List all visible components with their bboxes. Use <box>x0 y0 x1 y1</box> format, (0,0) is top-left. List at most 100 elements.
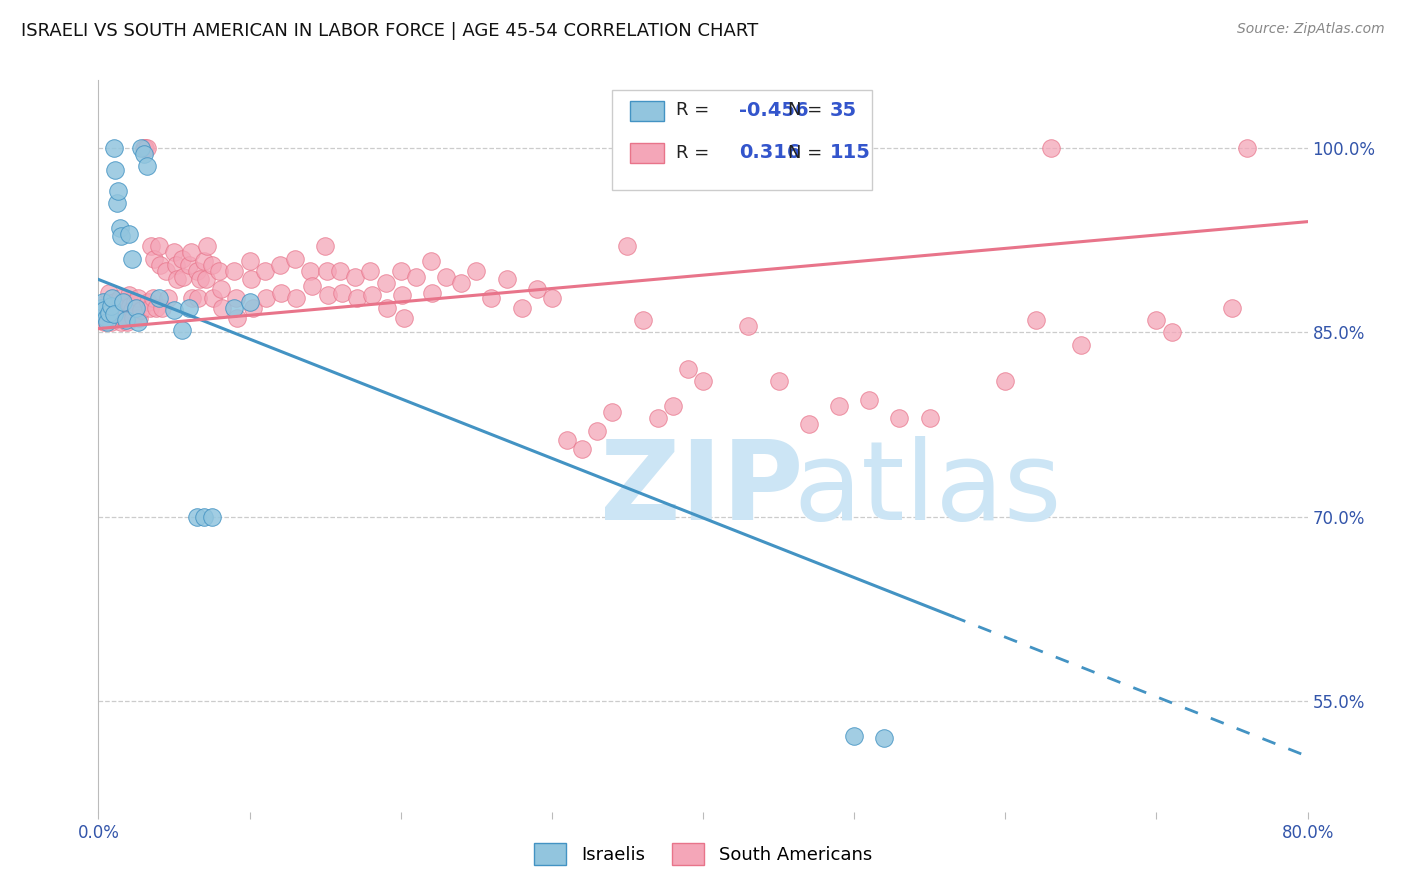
Point <box>129 303 152 318</box>
Point <box>121 303 143 318</box>
Point <box>301 278 323 293</box>
Point <box>186 264 208 278</box>
Point <box>165 258 187 272</box>
Text: atlas: atlas <box>793 436 1062 543</box>
Point <box>918 411 941 425</box>
Point <box>98 285 121 300</box>
Point <box>115 315 138 329</box>
Point <box>103 141 125 155</box>
Point <box>172 270 194 285</box>
Point <box>616 239 638 253</box>
Point <box>994 375 1017 389</box>
Text: R =: R = <box>676 102 710 120</box>
Point <box>239 294 262 309</box>
Point <box>91 310 114 325</box>
Point <box>193 509 215 524</box>
Point <box>91 294 114 309</box>
Point <box>239 254 262 268</box>
Point <box>389 264 412 278</box>
Point <box>661 399 683 413</box>
Point <box>571 442 593 456</box>
Point <box>135 159 157 173</box>
Point <box>329 264 352 278</box>
Point <box>602 405 624 419</box>
Point <box>127 291 149 305</box>
Point <box>149 258 172 272</box>
Point <box>101 291 124 305</box>
Point <box>224 264 246 278</box>
Point <box>127 315 149 329</box>
Point <box>285 291 308 305</box>
Point <box>125 301 148 315</box>
Point <box>194 272 217 286</box>
Point <box>145 301 167 315</box>
Point <box>118 227 141 241</box>
FancyBboxPatch shape <box>630 101 664 120</box>
Point <box>242 301 264 315</box>
Point <box>422 285 444 300</box>
Point <box>555 434 578 448</box>
Point <box>112 301 135 315</box>
Point <box>181 291 204 305</box>
Point <box>209 282 232 296</box>
Point <box>676 362 699 376</box>
Point <box>889 411 911 425</box>
Point <box>737 319 759 334</box>
Point <box>132 141 155 155</box>
Point <box>180 245 202 260</box>
Point <box>1070 337 1092 351</box>
Text: 0.316: 0.316 <box>740 144 801 162</box>
Point <box>103 294 125 309</box>
Text: 115: 115 <box>830 144 870 162</box>
Point <box>103 307 125 321</box>
Point <box>434 270 457 285</box>
Point <box>105 196 128 211</box>
Point <box>148 239 170 253</box>
Point <box>142 291 165 305</box>
Point <box>202 291 225 305</box>
Point <box>374 276 396 290</box>
Point <box>111 294 134 309</box>
Point <box>120 300 142 314</box>
Point <box>96 315 118 329</box>
Point <box>187 291 209 305</box>
Point <box>96 303 118 318</box>
Point <box>526 282 548 296</box>
Point <box>104 301 127 315</box>
Point <box>1039 141 1062 155</box>
Point <box>104 163 127 178</box>
Text: ISRAELI VS SOUTH AMERICAN IN LABOR FORCE | AGE 45-54 CORRELATION CHART: ISRAELI VS SOUTH AMERICAN IN LABOR FORCE… <box>21 22 758 40</box>
Point <box>111 310 134 325</box>
Text: N =: N = <box>787 102 823 120</box>
Text: Source: ZipAtlas.com: Source: ZipAtlas.com <box>1237 22 1385 37</box>
Point <box>344 270 367 285</box>
Point <box>129 141 152 155</box>
Point <box>270 285 292 300</box>
Point <box>211 301 233 315</box>
Point <box>148 291 170 305</box>
Point <box>226 310 249 325</box>
Point <box>110 229 132 244</box>
Legend: Israelis, South Americans: Israelis, South Americans <box>527 836 879 872</box>
Point <box>132 147 155 161</box>
Point <box>114 294 136 309</box>
Point <box>188 272 211 286</box>
Point <box>93 315 115 329</box>
Text: R =: R = <box>676 144 710 161</box>
Point <box>110 315 132 329</box>
Text: -0.456: -0.456 <box>740 101 808 120</box>
Point <box>346 291 368 305</box>
Point <box>163 303 186 318</box>
Point <box>375 301 398 315</box>
Point <box>94 310 117 325</box>
Point <box>90 301 112 315</box>
Text: ZIP: ZIP <box>600 436 804 543</box>
Point <box>224 301 246 315</box>
Point <box>225 291 247 305</box>
Point <box>135 141 157 155</box>
Point <box>1236 141 1258 155</box>
Point <box>122 310 145 325</box>
Point <box>360 264 382 278</box>
Text: 35: 35 <box>830 101 858 120</box>
Point <box>107 184 129 198</box>
